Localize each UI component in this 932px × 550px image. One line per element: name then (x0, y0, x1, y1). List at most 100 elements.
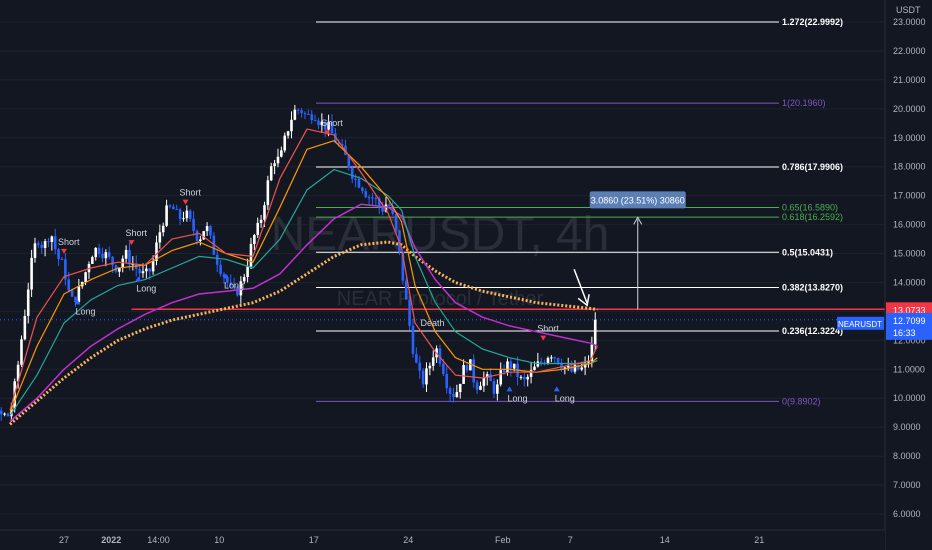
price-tick-label: 15.0000 (893, 249, 926, 259)
candle-body (452, 393, 455, 397)
watermark-symbol: NEARUSDT, 4h (271, 208, 610, 261)
candle-body (253, 235, 256, 244)
candle-body (192, 218, 195, 231)
fib-level-label: 0.382(13.8270) (782, 282, 843, 292)
ema-mid-line (9, 140, 598, 413)
price-tick-label: 14.0000 (893, 277, 926, 287)
candle-body (155, 242, 158, 261)
short-signal-label: Short (58, 237, 80, 247)
short-signal-arrow (182, 199, 189, 205)
short-signal-label: Short (321, 118, 343, 128)
candle-body (141, 271, 145, 274)
fib-level-label: 0.618(16.2592) (782, 212, 843, 222)
candle-body (226, 277, 229, 283)
candle-body (195, 230, 199, 241)
candle-body (280, 150, 283, 157)
candle-body (185, 210, 189, 219)
candle-body (411, 325, 415, 354)
bar-countdown-text: 16:33 (893, 328, 916, 338)
candle-body (212, 235, 216, 255)
candle-body (580, 367, 584, 370)
price-tick-label: 7.0000 (893, 480, 921, 490)
candle-body (350, 167, 354, 179)
price-tick-label: 16.0000 (893, 220, 926, 230)
current-price-text: 12.7099 (893, 316, 926, 326)
fib-level-label: 1.272(22.9992) (782, 17, 843, 27)
candle-body (492, 381, 496, 394)
candle-body (60, 259, 64, 261)
candle-body (347, 155, 351, 168)
fib-level-label: 0.5(15.0431) (782, 247, 833, 257)
long-signal-arrow (506, 386, 513, 392)
candle-body (296, 109, 300, 111)
measure-box (589, 191, 686, 209)
candle-body (57, 249, 60, 260)
price-tick-label: 12.0000 (893, 335, 926, 345)
candle-body (330, 122, 334, 134)
candle-body (20, 339, 23, 365)
short-signal-label: Short (126, 228, 148, 238)
candle-body (91, 257, 94, 264)
candle-body (97, 247, 101, 254)
ma-purple-line (9, 203, 598, 422)
candle-body (107, 252, 111, 257)
candle-body (232, 284, 236, 288)
price-tick-label: 22.0000 (893, 46, 926, 56)
candle-body (310, 114, 314, 120)
long-signal-arrow (553, 386, 560, 392)
candle-body (219, 264, 222, 275)
candle-body (0, 410, 3, 415)
long-signal-label: Long (136, 283, 156, 293)
candle-body (438, 348, 442, 364)
price-tick-label: 11.0000 (893, 364, 925, 374)
candle-body (266, 180, 270, 206)
candle-body (74, 296, 77, 303)
candle-body (259, 219, 263, 223)
candle-body (377, 198, 381, 208)
candle-body (101, 253, 104, 259)
time-tick-label: 7 (568, 535, 573, 545)
candle-body (273, 163, 276, 167)
candle-body (50, 236, 54, 243)
fib-level-label: 1(20.1960) (782, 98, 826, 108)
annotation-arrow-head (577, 294, 590, 307)
price-tick-label: 18.0000 (893, 162, 926, 172)
candle-body (323, 121, 327, 130)
candle-body (401, 251, 405, 281)
measure-text: 3.0860 (23.51%) 30860 (591, 195, 685, 205)
candle-body (246, 266, 249, 277)
candle-body (124, 249, 128, 259)
candle-body (303, 113, 307, 115)
candle-body (428, 365, 432, 369)
candle-body (448, 388, 452, 394)
time-tick-label: Feb (495, 535, 511, 545)
candle-body (479, 385, 482, 390)
candle-body (354, 178, 357, 180)
candle-body (381, 207, 384, 212)
time-axis-background (0, 530, 885, 550)
candle-body (16, 364, 20, 382)
candle-body (431, 357, 435, 366)
fib-level-label: 0.65(16.5890) (782, 203, 838, 213)
candle-body (502, 370, 506, 373)
candle-body (388, 204, 391, 207)
candle-body (300, 110, 303, 114)
time-tick-label: 17 (309, 535, 319, 545)
candle-body (465, 365, 469, 371)
candle-body (425, 368, 428, 385)
candle-body (482, 377, 486, 386)
candle-body (239, 281, 243, 296)
short-signal-arrow (128, 240, 135, 246)
time-tick-label: 21 (754, 535, 764, 545)
symbol-tag (837, 316, 884, 330)
candle-body (570, 366, 573, 372)
candle-body (566, 366, 570, 368)
price-tick-label: 9.0000 (893, 422, 921, 432)
time-tick-label: 2022 (101, 535, 121, 545)
candle-body (317, 120, 320, 126)
candle-body (577, 364, 580, 370)
candle-body (199, 239, 202, 241)
candle-body (404, 280, 408, 300)
long-signal-label: Long (555, 393, 575, 403)
